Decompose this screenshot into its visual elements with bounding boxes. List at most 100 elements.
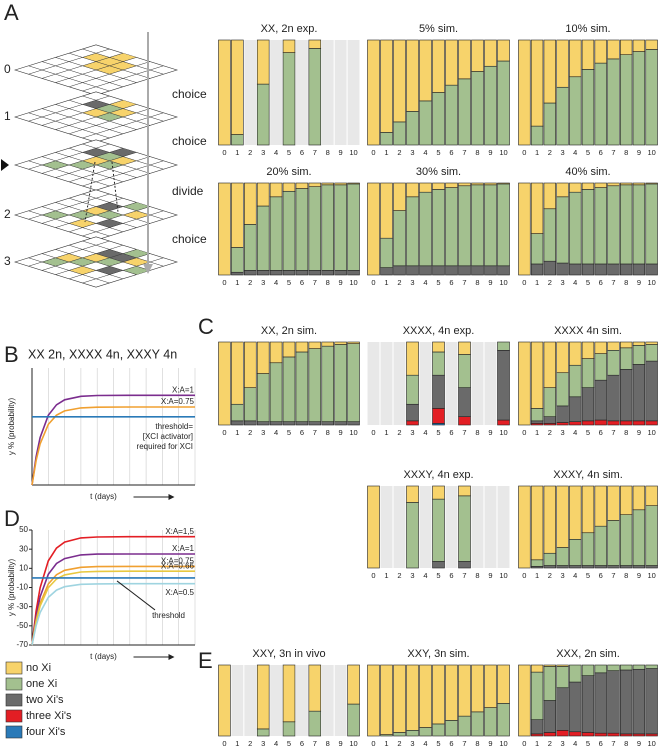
bar-segment xyxy=(569,538,582,566)
bar-segment xyxy=(393,121,406,146)
chart-title: XXY, 3n in vivo xyxy=(252,648,325,660)
x-tick-label: 2 xyxy=(397,428,401,437)
bar-segment xyxy=(607,58,620,146)
bar-segment xyxy=(458,485,471,497)
chart-title: 5% sim. xyxy=(419,23,458,35)
bar-segment xyxy=(594,565,607,569)
y-tick-label: 10 xyxy=(19,563,28,572)
bar-segment xyxy=(530,182,544,234)
chart-title: 20% sim. xyxy=(266,166,311,178)
x-tick-label: 9 xyxy=(637,571,641,580)
x-tick-label: 7 xyxy=(462,739,466,748)
empty-column xyxy=(484,486,497,568)
x-tick-label: 1 xyxy=(535,148,539,157)
x-tick-label: 3 xyxy=(410,571,414,580)
bar-segment xyxy=(295,270,309,276)
bar-segment xyxy=(594,485,607,527)
bar-segment xyxy=(543,102,556,146)
bar-segment xyxy=(530,420,544,424)
bar-segment xyxy=(543,387,556,417)
bar-segment xyxy=(497,341,510,351)
bar-segment xyxy=(556,485,569,548)
bar-segment xyxy=(581,387,595,422)
y-tick-label: -30 xyxy=(16,602,28,611)
bar-segment xyxy=(308,421,322,426)
series-label: X:A=1 xyxy=(172,385,195,394)
x-tick-label: 3 xyxy=(410,739,414,748)
bar-segment xyxy=(347,421,360,426)
bar-segment xyxy=(645,485,658,506)
x-tick-label: 5 xyxy=(436,571,440,580)
bar-segment xyxy=(581,39,595,70)
x-tick-label: 9 xyxy=(339,428,343,437)
bar-segment xyxy=(484,65,497,146)
bar-segment xyxy=(594,263,607,276)
bar-segment xyxy=(581,485,595,534)
panel-label: A xyxy=(4,0,19,25)
bar-segment xyxy=(569,341,582,366)
x-tick-label: 0 xyxy=(222,148,226,157)
bar-segment xyxy=(632,341,646,346)
bar-segment xyxy=(445,84,458,146)
bar-segment xyxy=(632,509,646,566)
bar-segment xyxy=(569,565,582,569)
x-tick-label: 10 xyxy=(349,148,357,157)
panel-label: D xyxy=(4,506,20,531)
x-tick-label: 8 xyxy=(326,278,330,287)
bar-segment xyxy=(334,344,347,422)
x-tick-label: 6 xyxy=(449,428,453,437)
bar-segment xyxy=(308,270,322,276)
bar-segment xyxy=(282,341,296,358)
x-tick-label: 4 xyxy=(274,739,278,748)
bar-segment xyxy=(607,565,620,569)
bar-segment xyxy=(556,39,569,88)
x-tick-label: 7 xyxy=(313,428,317,437)
level-label: 2 xyxy=(4,207,11,221)
x-tick-label: 8 xyxy=(624,571,628,580)
bar-segment xyxy=(645,360,658,422)
chart-title: XXXX, 4n exp. xyxy=(403,325,475,337)
x-arrow-head xyxy=(168,494,175,500)
x-tick-label: 8 xyxy=(624,148,628,157)
panel-label: B xyxy=(4,342,19,367)
bar-segment xyxy=(543,565,556,569)
bar-segment xyxy=(607,39,620,60)
bar-segment xyxy=(620,565,633,569)
bar-segment xyxy=(471,71,484,146)
bar-segment xyxy=(607,185,620,265)
bar-segment xyxy=(518,182,531,276)
bar-segment xyxy=(308,664,322,712)
bar-segment xyxy=(569,182,582,193)
bar-segment xyxy=(620,39,633,55)
panel-label: E xyxy=(198,648,213,673)
x-tick-label: 9 xyxy=(488,278,492,287)
empty-column xyxy=(419,486,432,568)
x-tick-label: 7 xyxy=(462,278,466,287)
bar-segment xyxy=(458,354,471,388)
x-tick-label: 2 xyxy=(397,739,401,748)
curve xyxy=(31,406,195,486)
bar-segment xyxy=(543,341,556,388)
x-tick-label: 0 xyxy=(371,428,375,437)
bar-segment xyxy=(645,263,658,276)
bar-segment xyxy=(607,485,620,521)
x-tick-label: 3 xyxy=(410,428,414,437)
bar-segment xyxy=(556,86,569,146)
bar-segment xyxy=(282,664,296,723)
bar-segment xyxy=(231,341,244,405)
annotation: threshold= xyxy=(155,422,193,431)
bar-segment xyxy=(569,76,582,146)
curve xyxy=(31,553,195,646)
x-tick-label: 0 xyxy=(371,278,375,287)
bar-segment xyxy=(282,270,296,276)
bar-segment xyxy=(607,670,620,734)
x-tick-label: 8 xyxy=(624,739,628,748)
bar-segment xyxy=(620,182,633,186)
level-label: 0 xyxy=(4,62,11,76)
x-tick-label: 4 xyxy=(423,428,427,437)
bar-segment xyxy=(569,485,582,540)
bar-segment xyxy=(620,514,633,566)
x-tick-label: 4 xyxy=(573,739,577,748)
bar-segment xyxy=(645,49,658,146)
x-tick-label: 6 xyxy=(300,428,304,437)
